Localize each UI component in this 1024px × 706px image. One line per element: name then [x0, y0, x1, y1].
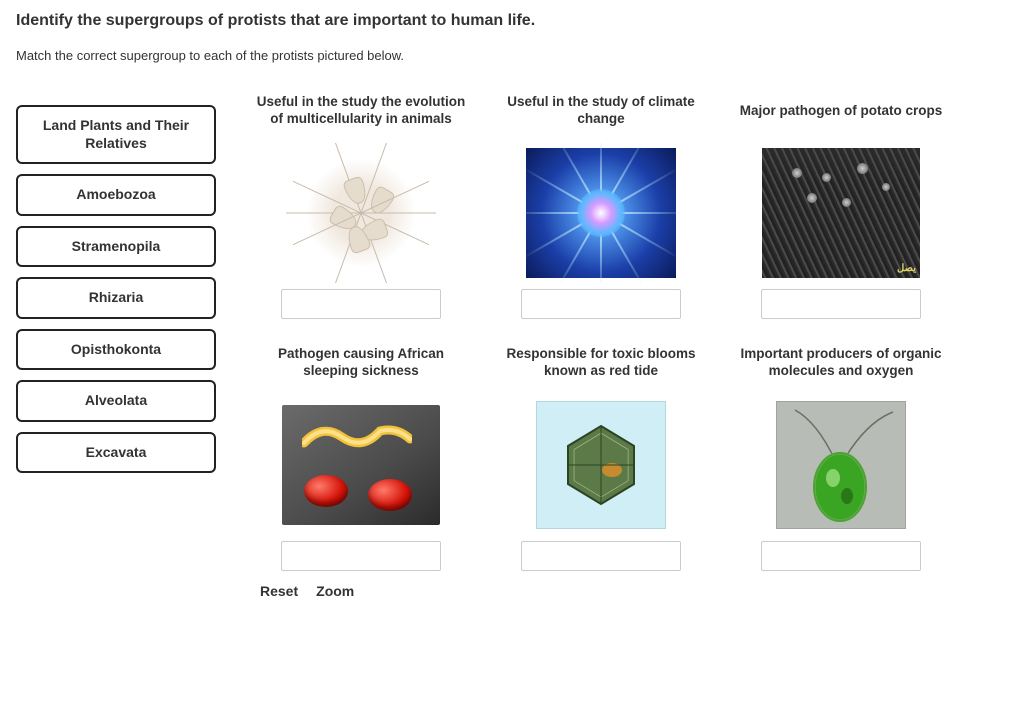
cards-column: Useful in the study the evolution of mul…: [256, 85, 946, 599]
card-title: Pathogen causing African sleeping sickne…: [256, 337, 466, 389]
choice-excavata[interactable]: Excavata: [16, 432, 216, 474]
reset-button[interactable]: Reset: [260, 583, 298, 599]
choice-amoebozoa[interactable]: Amoebozoa: [16, 174, 216, 216]
zoom-button[interactable]: Zoom: [316, 583, 354, 599]
card-oxygen-producers: Important producers of organic molecules…: [736, 337, 946, 571]
choice-land-plants[interactable]: Land Plants and Their Relatives: [16, 105, 216, 164]
instruction-text: Match the correct supergroup to each of …: [16, 48, 1008, 63]
dropzone[interactable]: [281, 289, 441, 319]
choanoflagellate-icon: [281, 143, 441, 283]
card-title: Useful in the study the evolution of mul…: [256, 85, 466, 137]
card-sleeping-sickness: Pathogen causing African sleeping sickne…: [256, 337, 466, 571]
choice-rhizaria[interactable]: Rhizaria: [16, 277, 216, 319]
dropzone[interactable]: [521, 541, 681, 571]
choice-stramenopila[interactable]: Stramenopila: [16, 226, 216, 268]
card-climate-change: Useful in the study of climate change: [496, 85, 706, 319]
trypanosome-icon: [281, 395, 441, 535]
card-red-tide: Responsible for toxic blooms known as re…: [496, 337, 706, 571]
card-grid: Useful in the study the evolution of mul…: [256, 85, 946, 571]
card-title: Major pathogen of potato crops: [740, 85, 943, 137]
choice-opisthokonta[interactable]: Opisthokonta: [16, 329, 216, 371]
dropzone[interactable]: [761, 541, 921, 571]
radiolarian-icon: [521, 143, 681, 283]
activity-area: Land Plants and Their Relatives Amoebozo…: [16, 85, 1008, 599]
dropzone[interactable]: [761, 289, 921, 319]
dropzone[interactable]: [281, 541, 441, 571]
watermark-text: يصل: [897, 263, 916, 274]
green-alga-icon: [761, 395, 921, 535]
card-title: Important producers of organic molecules…: [736, 337, 946, 389]
card-multicellularity: Useful in the study the evolution of mul…: [256, 85, 466, 319]
controls-bar: Reset Zoom: [256, 583, 946, 599]
card-title: Useful in the study of climate change: [496, 85, 706, 137]
dinoflagellate-icon: [521, 395, 681, 535]
choice-list: Land Plants and Their Relatives Amoebozo…: [16, 85, 216, 473]
card-title: Responsible for toxic blooms known as re…: [496, 337, 706, 389]
choice-alveolata[interactable]: Alveolata: [16, 380, 216, 422]
page-title: Identify the supergroups of protists tha…: [16, 12, 1008, 30]
card-potato-pathogen: Major pathogen of potato crops يصل: [736, 85, 946, 319]
oomycete-icon: يصل: [761, 143, 921, 283]
dropzone[interactable]: [521, 289, 681, 319]
